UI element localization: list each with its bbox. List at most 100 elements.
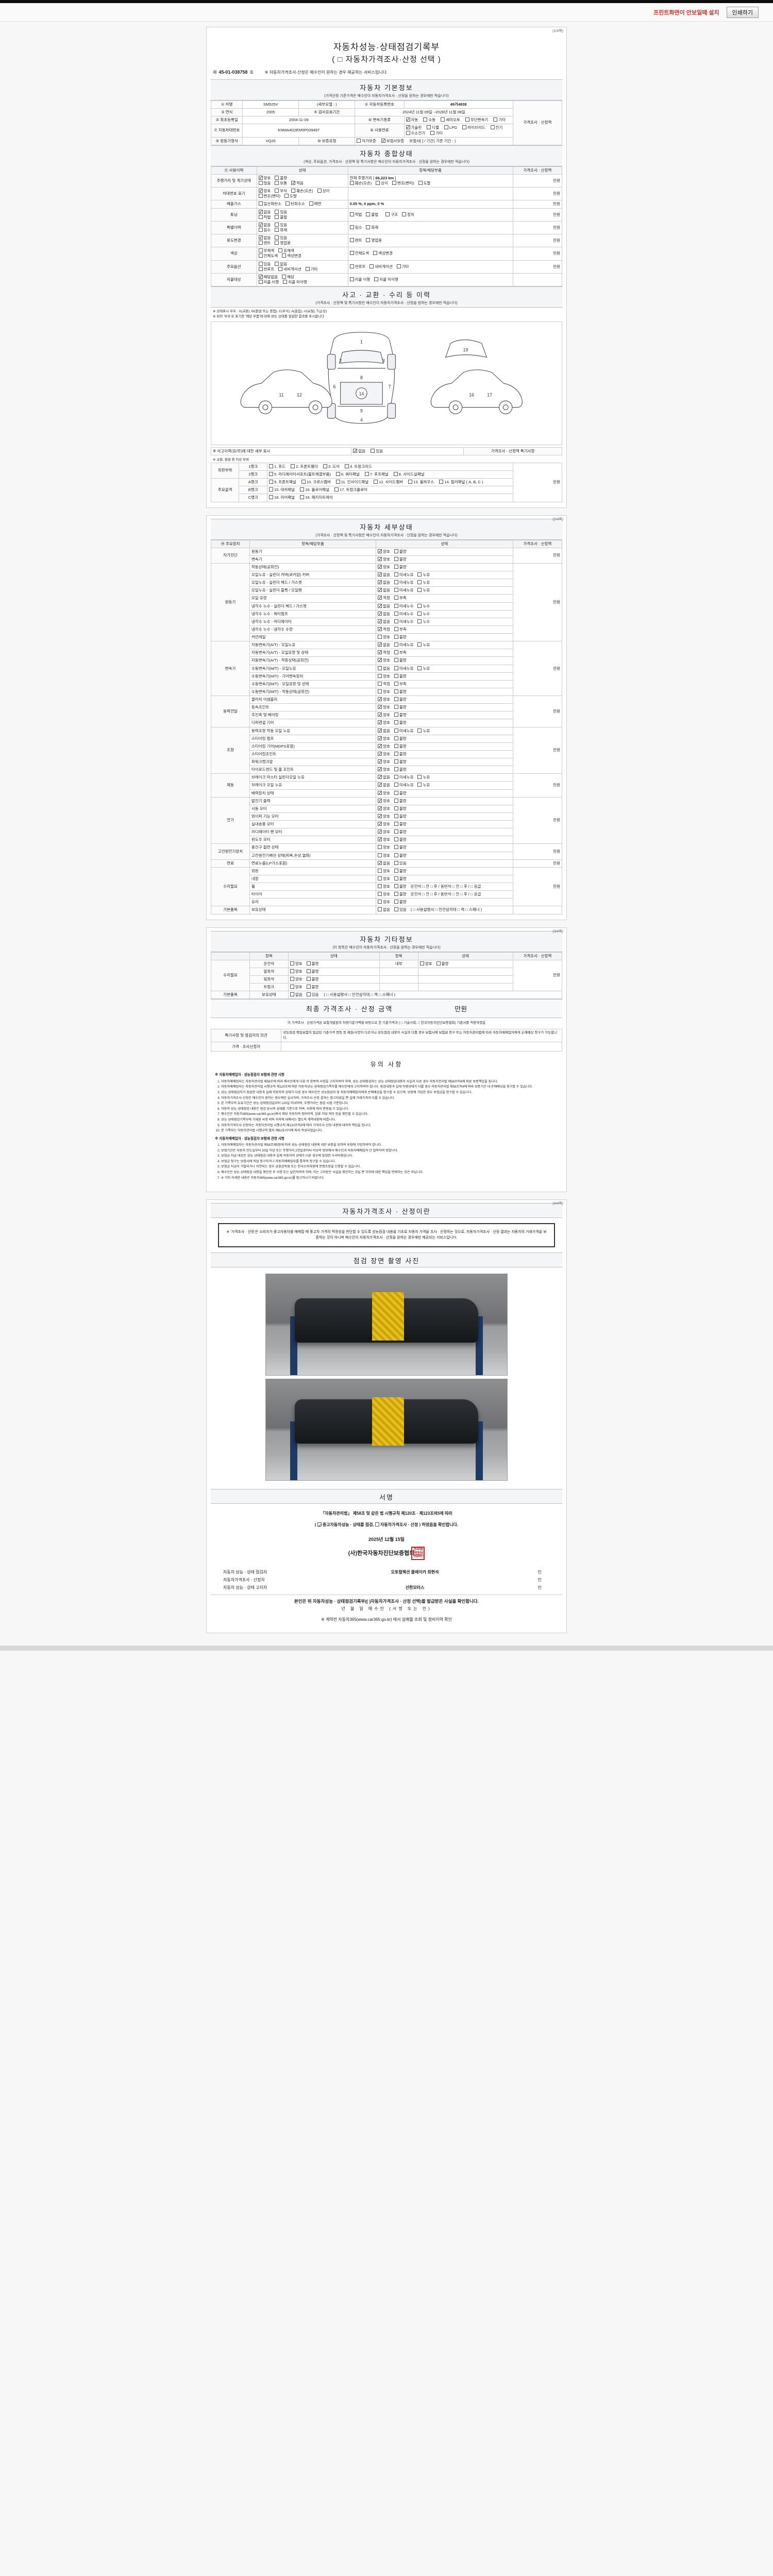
transmission-options-option[interactable]: 기타: [493, 117, 506, 123]
row-part[interactable]: 침수 화재: [347, 221, 513, 235]
part-option[interactable]: 14. 필러패널 ( A, B, C ): [439, 480, 483, 485]
part-option[interactable]: 10. 크로스멤버: [301, 480, 331, 485]
checkbox-icon[interactable]: [394, 549, 398, 553]
state-option[interactable]: 없음: [378, 666, 390, 671]
state2-option[interactable]: 침수: [258, 227, 271, 233]
checkbox-icon[interactable]: [378, 860, 382, 866]
state-option[interactable]: 불량: [394, 697, 407, 702]
accessory-options[interactable]: ( □ 사용설명서 □ 안전삼각대 □ 잭 □ 스패너 ): [324, 992, 395, 997]
checkbox-performance[interactable]: [317, 1521, 322, 1530]
checkbox-icon[interactable]: [465, 117, 469, 122]
checkbox-icon[interactable]: [394, 596, 398, 600]
part-option[interactable]: 리콜 이행: [349, 277, 370, 282]
checkbox-icon[interactable]: [378, 805, 382, 811]
state2-option[interactable]: 색상변경: [282, 253, 301, 259]
part-state[interactable]: 양호 불량: [376, 804, 513, 813]
checkbox-icon[interactable]: [290, 992, 294, 997]
checkbox-icon[interactable]: [349, 277, 354, 281]
checkbox-icon[interactable]: [258, 266, 263, 271]
state-option[interactable]: 부족: [394, 681, 407, 687]
part-state[interactable]: 양호 불량: [376, 867, 513, 875]
state-option[interactable]: 불량: [394, 822, 407, 827]
part-option[interactable]: 19. 패키지트레이: [300, 495, 333, 500]
part-state[interactable]: 양호 불량: [376, 742, 513, 751]
row-part[interactable]: 리콜 이행 리콜 미이행: [347, 273, 513, 287]
checkbox-icon[interactable]: [394, 728, 398, 733]
part-state[interactable]: 양호 불량 운전석 □ 전 □ 후 / 동반석 □ 전 □ 후 / □ 응급: [376, 890, 513, 899]
state-option[interactable]: 불량: [394, 884, 407, 889]
state2-option[interactable]: 불법: [275, 214, 287, 220]
state-a[interactable]: 양호 불량: [288, 967, 380, 976]
checkbox-icon[interactable]: [258, 241, 263, 245]
state-option[interactable]: 양호: [378, 805, 390, 811]
checkbox-icon[interactable]: [378, 782, 382, 788]
fuel-options-option[interactable]: 디젤: [427, 125, 439, 130]
part-state[interactable]: 양호 불량: [376, 898, 513, 907]
checkbox-icon[interactable]: [417, 588, 422, 592]
state-option[interactable]: 양호: [378, 704, 390, 710]
part-state[interactable]: 양호 불량: [376, 766, 513, 774]
checkbox-icon[interactable]: [378, 798, 382, 804]
fuel-options-option[interactable]: 기타: [430, 130, 443, 136]
checkbox-icon[interactable]: [417, 642, 422, 647]
checkbox-price-eval[interactable]: [375, 1522, 379, 1527]
checkbox-icon[interactable]: [301, 480, 306, 484]
transmission-options-option[interactable]: 무단변속기: [465, 117, 488, 123]
checkbox-icon[interactable]: [376, 181, 380, 185]
part3-option[interactable]: 구조: [385, 212, 398, 217]
state-option[interactable]: 누유: [417, 588, 430, 593]
part-option[interactable]: 18. 리어패널: [268, 495, 295, 500]
state2-option[interactable]: 많음: [258, 181, 271, 186]
checkbox-icon[interactable]: [275, 214, 279, 219]
checkbox-icon[interactable]: [406, 130, 410, 135]
state-option[interactable]: 없음: [378, 641, 390, 648]
state2-option[interactable]: 화재: [275, 227, 287, 233]
state-a[interactable]: 양호 불량: [288, 975, 380, 984]
checkbox-icon[interactable]: [417, 775, 422, 779]
state-option[interactable]: 불량: [394, 743, 407, 749]
part-option[interactable]: 기타: [396, 264, 409, 269]
part-state[interactable]: 양호 불량: [376, 719, 513, 727]
checkbox-icon[interactable]: [258, 175, 263, 181]
state-option[interactable]: 양호: [378, 556, 390, 562]
state-option[interactable]: 적정: [378, 649, 390, 655]
detail2-option[interactable]: 훼손(오손): [349, 181, 372, 186]
checkbox-icon[interactable]: [394, 705, 398, 709]
checkbox-icon[interactable]: [427, 125, 431, 130]
checkbox-icon[interactable]: [378, 641, 382, 648]
checkbox-icon[interactable]: [378, 666, 382, 670]
state-option[interactable]: 양호: [378, 836, 390, 842]
checkbox-icon[interactable]: [394, 673, 398, 678]
checkbox-icon[interactable]: [396, 264, 401, 268]
checkbox-icon[interactable]: [378, 571, 382, 578]
part-state[interactable]: 양호 불량 운전석 □ 전 □ 후 / 동반석 □ 전 □ 후 / □ 응급: [376, 883, 513, 891]
detail2-option[interactable]: 상이: [376, 181, 388, 186]
part-state[interactable]: 양호 불량: [376, 874, 513, 884]
accident-legend-options[interactable]: 없음 있음: [351, 447, 464, 455]
state-a-option[interactable]: 불량: [306, 969, 318, 974]
state-option[interactable]: 미세누유: [394, 775, 413, 780]
checkbox-icon[interactable]: [258, 227, 263, 232]
checkbox-icon[interactable]: [282, 274, 287, 279]
part-state[interactable]: 없음 미세누수 누수: [376, 609, 513, 618]
state-option[interactable]: 미세누유: [394, 588, 413, 593]
detail2-option[interactable]: 도말: [418, 181, 430, 186]
checkbox-icon[interactable]: [394, 845, 398, 850]
checkbox-icon[interactable]: [394, 611, 398, 616]
checkbox-icon[interactable]: [394, 666, 398, 670]
state-a-option[interactable]: 불량: [306, 985, 318, 990]
fuel-options-option[interactable]: 수소전기: [406, 130, 425, 136]
checkbox-icon[interactable]: [406, 124, 410, 131]
position-options[interactable]: 운전석 □ 전 □ 후 / 동반석 □ 전 □ 후 / □ 응급: [410, 892, 481, 897]
state-option[interactable]: 없음: [378, 603, 390, 609]
checkbox-icon[interactable]: [378, 689, 382, 693]
checkbox-icon[interactable]: [394, 588, 398, 592]
checkbox-icon[interactable]: [366, 225, 371, 229]
state2-option[interactable]: 네비게이션: [278, 266, 301, 272]
row-part[interactable]: 썬루프 네비게이션 기타: [347, 260, 513, 274]
checkbox-icon[interactable]: [417, 666, 422, 670]
state-option[interactable]: 불량: [394, 556, 407, 562]
part-option[interactable]: 화재: [366, 225, 378, 230]
checkbox-icon[interactable]: [378, 618, 382, 624]
checkbox-icon[interactable]: [394, 884, 398, 889]
